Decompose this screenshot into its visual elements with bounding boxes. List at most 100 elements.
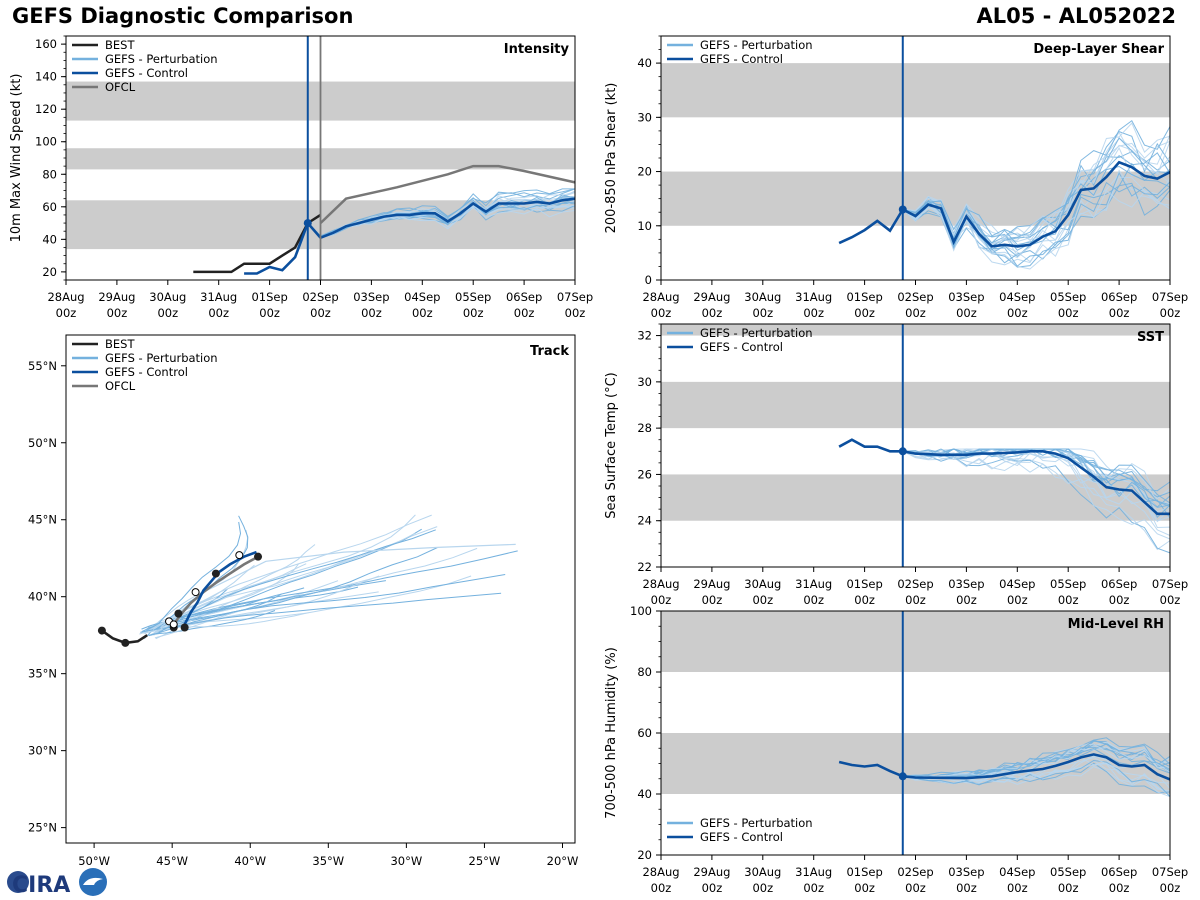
x-tick-label: 00z — [1058, 306, 1079, 320]
panel-title: Deep-Layer Shear — [1033, 42, 1164, 57]
x-tick-label: 05Sep — [1050, 290, 1086, 304]
x-tick-label: 00z — [259, 306, 280, 320]
panel-title: SST — [1137, 330, 1164, 345]
y-tick-label: 20 — [42, 265, 57, 279]
x-tick-label: 00z — [854, 306, 875, 320]
globe-icon — [7, 871, 29, 893]
threshold-band — [661, 611, 1170, 672]
x-tick-label: 00z — [803, 306, 824, 320]
y-tick-label: 24 — [637, 514, 652, 528]
y-tick-label: 26 — [637, 467, 652, 481]
x-tick-label: 45°W — [156, 854, 188, 868]
x-tick-label: 06Sep — [1101, 577, 1137, 591]
x-tick-label: 07Sep — [1152, 577, 1188, 591]
seal-wave-icon — [83, 877, 103, 885]
x-tick-label: 04Sep — [999, 865, 1035, 879]
threshold-band — [661, 63, 1170, 118]
cira-logo: CIRA — [7, 868, 107, 898]
control-line — [838, 753, 1171, 781]
perturbation-track — [157, 529, 436, 634]
x-tick-label: 00z — [208, 306, 229, 320]
x-tick-label: 00z — [1160, 881, 1181, 895]
y-tick-label: 20 — [637, 848, 652, 862]
y-tick-label: 40 — [42, 232, 57, 246]
x-tick-label: 03Sep — [353, 290, 389, 304]
x-tick-label: 04Sep — [999, 290, 1035, 304]
ofcl-track — [172, 555, 259, 626]
legend-label: BEST — [105, 38, 135, 52]
x-tick-label: 04Sep — [999, 577, 1035, 591]
best-track-point — [254, 552, 263, 561]
x-tick-label: 02Sep — [897, 577, 933, 591]
x-tick-label: 00z — [651, 881, 672, 895]
x-tick-label: 20°W — [547, 854, 579, 868]
legend-label: GEFS - Perturbation — [105, 52, 218, 66]
x-tick-label: 30Aug — [744, 577, 781, 591]
y-tick-label: 40°N — [28, 590, 57, 604]
y-tick-label: 120 — [35, 102, 57, 116]
perturbation-track — [153, 515, 249, 631]
x-tick-label: 31Aug — [795, 290, 832, 304]
y-tick-label: 40 — [637, 787, 652, 801]
y-tick-label: 100 — [630, 604, 652, 618]
x-tick-label: 00z — [56, 306, 77, 320]
axes-frame — [660, 323, 1171, 568]
x-tick-label: 02Sep — [897, 290, 933, 304]
legend-label: GEFS - Control — [700, 340, 783, 354]
control-line — [838, 438, 1170, 516]
x-tick-label: 29Aug — [693, 290, 730, 304]
threshold-band — [661, 324, 1170, 336]
y-tick-label: 35°N — [28, 667, 57, 681]
x-tick-label: 00z — [956, 881, 977, 895]
x-tick-label: 00z — [702, 306, 723, 320]
x-tick-label: 00z — [1109, 881, 1130, 895]
y-tick-label: 25°N — [28, 821, 57, 835]
legend-label: GEFS - Control — [700, 830, 783, 844]
y-axis-label: 200-850 hPa Shear (kt) — [604, 83, 619, 234]
perturbation-line — [902, 759, 1171, 797]
x-tick-label: 00z — [1160, 306, 1181, 320]
y-tick-label: 30 — [637, 375, 652, 389]
x-tick-label: 05Sep — [455, 290, 491, 304]
x-tick-label: 05Sep — [1050, 577, 1086, 591]
axes-frame — [65, 334, 576, 844]
init-point — [898, 772, 907, 781]
x-tick-label: 01Sep — [846, 865, 882, 879]
legend-label: OFCL — [105, 379, 136, 393]
y-tick-label: 45°N — [28, 513, 57, 527]
page-title: GEFS Diagnostic Comparison — [12, 4, 354, 28]
control-line — [244, 197, 576, 275]
x-tick-label: 00z — [651, 593, 672, 607]
x-tick-label: 00z — [107, 306, 128, 320]
y-tick-label: 55°N — [28, 359, 57, 373]
y-tick-label: 0 — [645, 273, 652, 287]
x-tick-label: 31Aug — [795, 577, 832, 591]
y-tick-label: 60 — [637, 726, 652, 740]
x-tick-label: 00z — [157, 306, 178, 320]
x-tick-label: 00z — [1109, 593, 1130, 607]
ofcl-track-point — [169, 620, 178, 629]
x-tick-label: 00z — [956, 306, 977, 320]
x-tick-label: 50°W — [78, 854, 110, 868]
x-tick-label: 06Sep — [1101, 865, 1137, 879]
y-tick-label: 10 — [637, 219, 652, 233]
perturbation-line — [902, 189, 1171, 270]
y-tick-label: 30°N — [28, 744, 57, 758]
x-tick-label: 07Sep — [557, 290, 593, 304]
init-point — [898, 205, 907, 214]
best-track-point — [180, 623, 189, 632]
y-tick-label: 160 — [35, 37, 57, 51]
init-point — [303, 219, 312, 228]
y-tick-label: 80 — [42, 167, 57, 181]
init-point — [898, 447, 907, 456]
x-tick-label: 31Aug — [200, 290, 237, 304]
x-tick-label: 28Aug — [642, 290, 679, 304]
x-tick-label: 04Sep — [404, 290, 440, 304]
x-tick-label: 30Aug — [744, 290, 781, 304]
x-tick-label: 00z — [905, 593, 926, 607]
perturbation-track — [143, 564, 255, 634]
y-tick-label: 22 — [637, 560, 652, 574]
ofcl-track-point — [191, 588, 200, 597]
x-tick-label: 00z — [1160, 593, 1181, 607]
perturbation-line — [902, 448, 1171, 529]
